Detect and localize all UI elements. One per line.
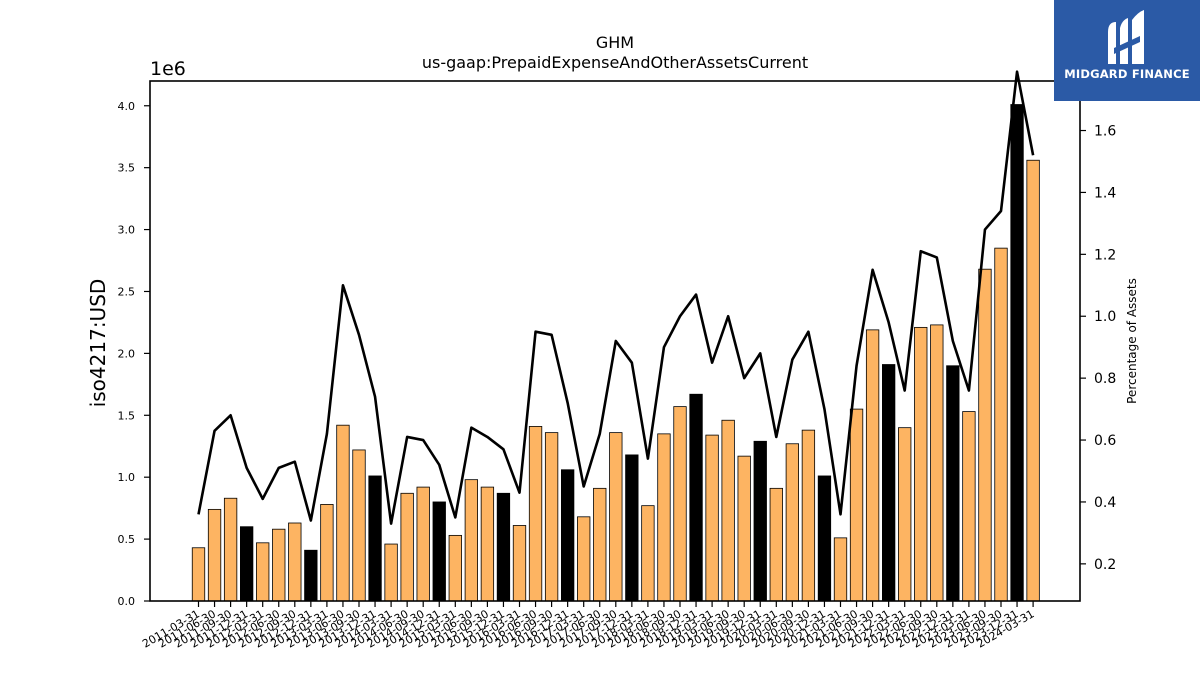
y-offset-label: 1e6 — [150, 58, 186, 80]
bar — [272, 528, 286, 602]
bar — [432, 501, 446, 602]
bar-series — [191, 104, 1040, 602]
bar — [865, 329, 880, 602]
plot-frame — [149, 80, 1081, 602]
bar — [705, 434, 719, 602]
bar — [930, 324, 944, 602]
bar — [352, 449, 366, 602]
bar — [577, 516, 591, 602]
bar — [384, 543, 398, 602]
bar — [769, 487, 783, 602]
bar — [689, 393, 703, 602]
bar — [416, 486, 430, 602]
bar — [737, 455, 751, 602]
bar — [528, 426, 543, 602]
bar — [512, 525, 527, 602]
bar — [625, 454, 639, 602]
bar — [304, 549, 318, 602]
y2-tick-label: 0.8 — [1094, 371, 1116, 387]
bar — [753, 440, 767, 602]
bar — [207, 508, 222, 602]
bar — [1026, 159, 1040, 602]
bar — [641, 505, 655, 602]
y2-tick-label: 1.2 — [1094, 247, 1116, 263]
bar — [464, 479, 479, 602]
bar — [544, 432, 559, 602]
midgard-logo-icon — [1108, 10, 1144, 64]
bar — [946, 365, 960, 602]
bar — [657, 433, 671, 602]
bar — [239, 526, 254, 602]
bar — [721, 419, 735, 602]
bar — [320, 504, 334, 602]
bar — [817, 475, 832, 602]
y-tick-label: 1.5 — [118, 409, 136, 422]
brand-name: MIDGARD FINANCE — [1064, 67, 1190, 81]
bar — [785, 443, 799, 602]
bar — [849, 408, 864, 602]
bar — [336, 424, 350, 602]
bar — [1010, 104, 1024, 602]
chart-subtitle: us-gaap:PrepaidExpenseAndOtherAssetsCurr… — [422, 53, 808, 72]
y-tick-label: 0.0 — [118, 595, 136, 608]
y-tick-label: 1.0 — [118, 471, 136, 484]
y-axis-label: iso4217:USD — [86, 279, 110, 408]
bar — [914, 326, 928, 602]
percentage-line — [197, 70, 1035, 525]
bar — [561, 469, 575, 602]
y-tick-label: 4.0 — [118, 100, 136, 113]
bar — [400, 492, 414, 602]
bar — [994, 247, 1008, 602]
bar — [368, 475, 382, 602]
right-axis: 0.2 0.4 0.6 0.8 1.0 1.2 1.4 1.6 — [1080, 124, 1116, 573]
y2-tick-label: 0.6 — [1094, 433, 1116, 449]
bar — [962, 411, 976, 602]
y-tick-label: 3.0 — [118, 224, 136, 237]
bar — [256, 542, 270, 602]
bar — [978, 268, 992, 602]
bar — [480, 486, 495, 602]
x-axis: 2011-03-312011-06-302011-09-302011-12-31… — [140, 601, 1037, 651]
y2-tick-label: 1.0 — [1094, 309, 1116, 325]
bar — [448, 534, 462, 602]
bar — [882, 364, 896, 602]
y2-tick-label: 1.6 — [1094, 124, 1116, 140]
brand-logo: MIDGARD FINANCE — [1054, 0, 1200, 101]
y-tick-label: 3.5 — [118, 162, 136, 175]
bar — [191, 547, 206, 602]
bar — [288, 522, 302, 602]
bar — [593, 487, 607, 602]
y-tick-label: 2.5 — [118, 285, 136, 298]
y-tick-label: 2.0 — [118, 347, 136, 360]
bar — [496, 492, 511, 602]
bar — [898, 427, 912, 602]
bar — [833, 537, 848, 602]
y2-tick-label: 0.4 — [1094, 495, 1116, 511]
left-axis: 0.0 0.5 1.0 1.5 2.0 2.5 3.0 3.5 4.0 — [118, 100, 150, 608]
y2-tick-label: 0.2 — [1094, 557, 1116, 573]
bar — [609, 432, 623, 602]
bar — [801, 429, 816, 602]
y2-axis-label: Percentage of Assets — [1125, 278, 1139, 404]
bar — [223, 497, 238, 602]
bar — [673, 406, 687, 602]
chart-title: GHM — [596, 33, 634, 52]
y2-tick-label: 1.4 — [1094, 185, 1116, 201]
y-tick-label: 0.5 — [118, 533, 136, 546]
